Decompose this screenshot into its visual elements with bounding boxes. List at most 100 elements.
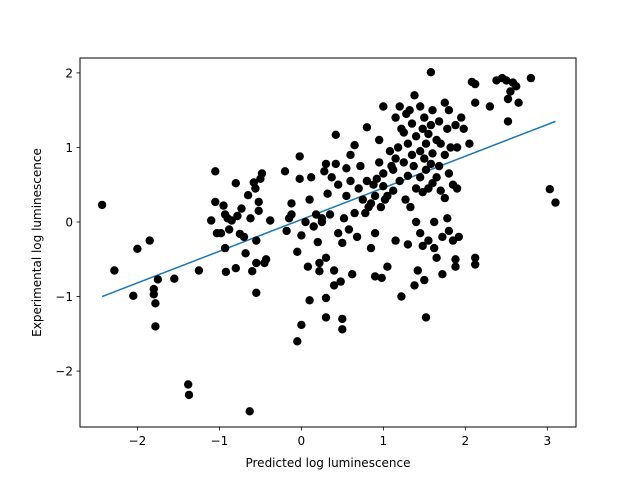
x-axis-label: Predicted log luminescence <box>245 456 410 470</box>
data-point <box>424 236 433 245</box>
y-tick-label: −2 <box>55 365 73 379</box>
data-point <box>184 380 193 389</box>
data-point <box>403 240 413 249</box>
data-point <box>440 193 449 203</box>
data-point <box>301 217 310 227</box>
data-point <box>245 407 254 416</box>
data-point <box>410 281 419 290</box>
data-point <box>252 236 261 245</box>
data-point <box>379 102 388 111</box>
data-point <box>313 237 322 247</box>
data-point <box>420 154 429 163</box>
x-tick-label: −1 <box>211 434 229 448</box>
data-point <box>403 171 413 180</box>
data-point <box>346 150 355 160</box>
data-point <box>207 216 216 225</box>
data-point <box>153 275 163 284</box>
data-point <box>438 232 447 242</box>
data-point <box>321 293 331 303</box>
data-point <box>110 266 119 275</box>
x-tick-label: 3 <box>543 434 551 448</box>
data-point <box>348 270 357 279</box>
data-point <box>430 217 439 227</box>
data-point <box>459 124 468 133</box>
data-point <box>428 179 437 188</box>
x-tick-label: 0 <box>298 434 306 448</box>
data-point <box>211 167 220 176</box>
plot-area <box>80 58 576 427</box>
data-point <box>379 169 388 178</box>
data-point <box>370 229 380 238</box>
data-point <box>452 184 462 193</box>
data-point <box>375 135 384 145</box>
data-point <box>252 288 261 297</box>
data-point <box>303 262 313 271</box>
data-point <box>339 214 349 223</box>
data-point <box>444 226 454 236</box>
data-point <box>436 139 445 148</box>
data-point <box>251 184 260 193</box>
data-point <box>338 314 347 324</box>
y-tick-label: 2 <box>65 66 73 80</box>
data-point <box>315 267 324 276</box>
data-point <box>372 174 381 183</box>
data-point <box>399 128 408 137</box>
data-point <box>440 150 449 160</box>
plot-frame <box>79 57 577 428</box>
data-point <box>421 165 431 174</box>
data-point <box>336 277 345 286</box>
data-point <box>266 216 275 225</box>
data-point <box>227 216 236 225</box>
data-point <box>471 79 480 89</box>
fit-line <box>101 120 556 298</box>
data-point <box>254 197 263 207</box>
data-point <box>485 102 495 111</box>
data-point <box>379 182 388 191</box>
x-tick-label: −2 <box>129 434 147 448</box>
data-point <box>305 296 314 305</box>
data-point <box>502 76 511 85</box>
data-point <box>443 124 452 133</box>
data-point <box>395 176 404 186</box>
data-point <box>454 232 463 242</box>
data-point <box>393 143 403 152</box>
data-point <box>225 225 234 234</box>
data-point <box>334 229 343 238</box>
data-point <box>426 120 436 130</box>
data-point <box>342 191 351 201</box>
x-tick-label: 2 <box>462 434 470 448</box>
data-point <box>465 139 474 148</box>
data-point <box>410 91 419 100</box>
data-point <box>97 200 107 210</box>
data-point <box>194 266 204 275</box>
data-point <box>366 199 376 208</box>
data-point <box>421 313 431 322</box>
data-point <box>416 102 425 111</box>
data-point <box>512 82 521 91</box>
data-point <box>430 243 439 253</box>
data-point <box>257 169 267 178</box>
data-point <box>344 225 354 234</box>
data-point <box>149 290 158 299</box>
data-point <box>432 173 441 182</box>
data-point <box>342 164 351 173</box>
data-point <box>295 174 304 183</box>
data-point <box>452 143 462 152</box>
data-point <box>376 202 386 212</box>
y-axis-label: Experimental log luminescence <box>30 148 44 337</box>
data-point <box>438 270 447 279</box>
data-point <box>411 217 421 227</box>
data-point <box>444 169 454 178</box>
data-point <box>321 159 331 169</box>
data-point <box>377 273 386 283</box>
data-point <box>446 143 455 152</box>
data-point <box>321 253 331 262</box>
data-point <box>280 167 290 176</box>
data-point <box>170 274 179 283</box>
data-point <box>133 244 142 253</box>
data-point <box>443 214 452 223</box>
data-point <box>219 201 228 210</box>
data-point <box>129 291 138 300</box>
data-point <box>338 325 347 334</box>
